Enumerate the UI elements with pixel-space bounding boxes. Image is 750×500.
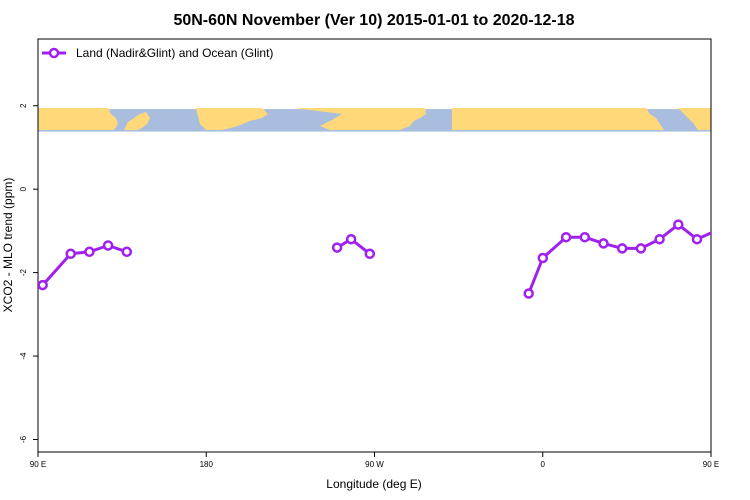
map-land-alaska: [196, 108, 268, 130]
map-land-europe: [452, 108, 664, 130]
data-point: [735, 281, 743, 289]
data-point: [121, 246, 133, 258]
legend: Land (Nadir&Glint) and Ocean (Glint): [42, 46, 273, 60]
map-land-asia: [38, 108, 118, 130]
series-line: [527, 223, 711, 295]
y-axis: -6 -4 -2 0 2: [19, 103, 38, 443]
data-point: [654, 233, 665, 245]
x-tick-label: 90 E: [703, 460, 719, 469]
y-tick-label: -2: [19, 269, 28, 277]
y-axis-label: XCO2 - MLO trend (ppm): [1, 178, 15, 313]
chart-title: 50N-60N November (Ver 10) 2015-01-01 to …: [173, 12, 574, 29]
data-point: [84, 246, 95, 258]
data-point: [102, 240, 114, 251]
x-tick-label: 90 E: [30, 460, 46, 469]
x-tick-label: 90 W: [365, 460, 384, 469]
data-point: [691, 233, 703, 245]
y-tick-label: -4: [19, 352, 28, 360]
data-point: [616, 243, 628, 254]
map-band: [38, 108, 711, 132]
data-point: [537, 252, 549, 264]
legend-label: Land (Nadir&Glint) and Ocean (Glint): [76, 46, 273, 60]
data-point: [635, 243, 647, 254]
data-point: [560, 231, 572, 243]
data-point: [579, 231, 591, 243]
y-tick-label: -6: [19, 435, 28, 443]
data-point: [598, 238, 609, 249]
y-tick-label: 2: [19, 103, 28, 108]
x-tick-label: 0: [541, 460, 546, 469]
x-axis-label: Longitude (deg E): [326, 477, 421, 491]
data-point: [331, 242, 343, 253]
data-point: [721, 223, 729, 231]
legend-marker: [48, 47, 60, 59]
data-point: [364, 248, 376, 260]
data-point: [65, 248, 76, 260]
data-point: [673, 219, 684, 230]
map-land: [38, 108, 711, 130]
data-point: [38, 279, 48, 291]
x-tick-label: 180: [200, 460, 214, 469]
data-point: [523, 288, 534, 299]
map-land-asia-east: [678, 108, 711, 130]
data-point: [345, 233, 357, 245]
series-layer: [38, 219, 743, 299]
map-land-canada: [294, 108, 426, 130]
map-land-kamchatka: [124, 112, 150, 130]
y-tick-label: 0: [19, 186, 28, 191]
